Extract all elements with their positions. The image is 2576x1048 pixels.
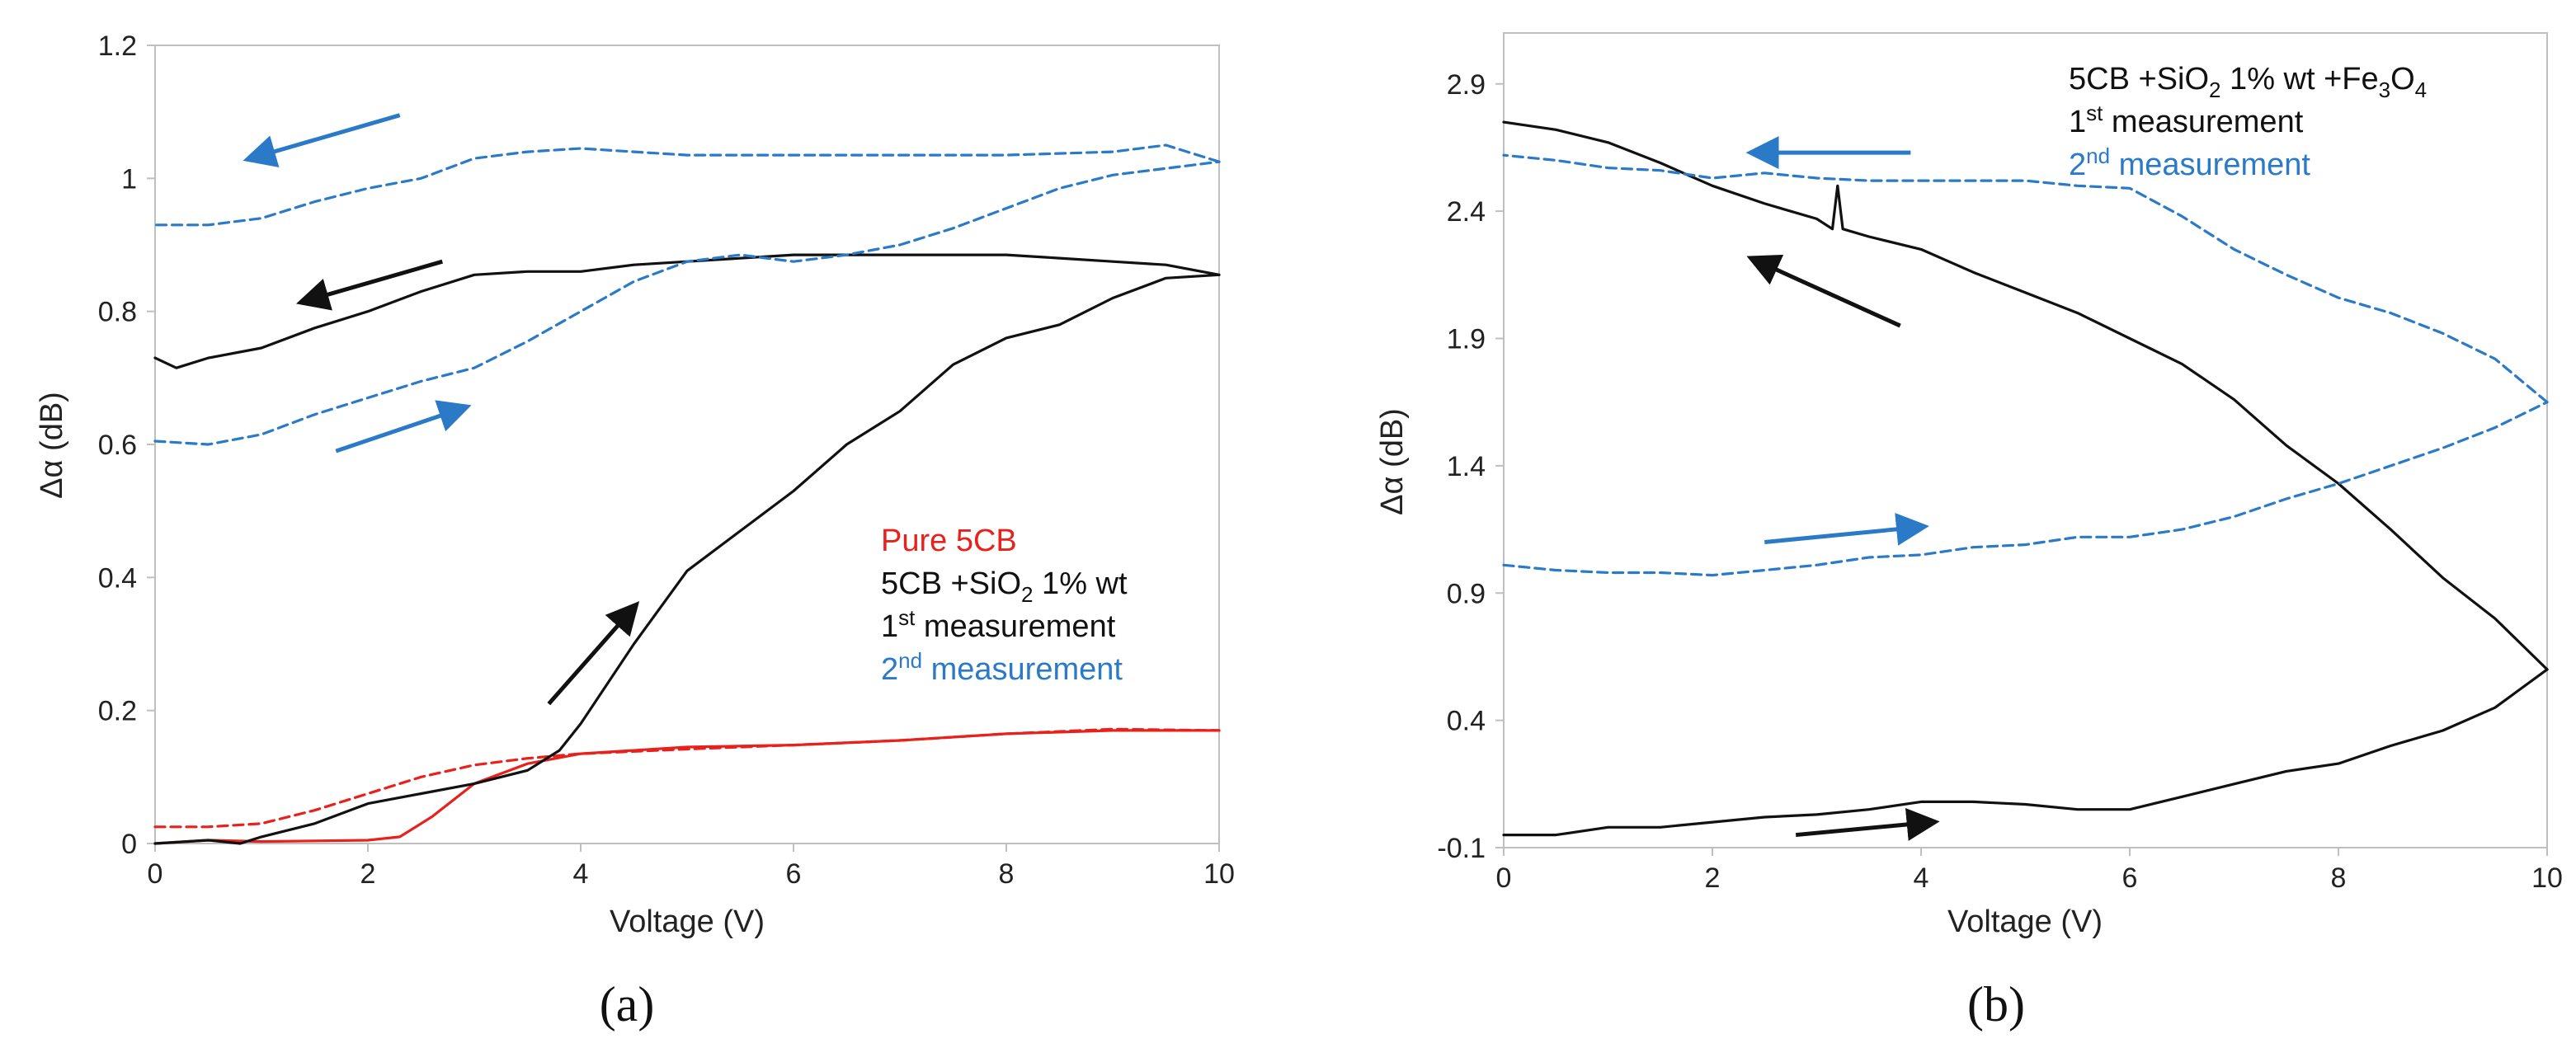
- panel-b-xtick-label: 4: [1914, 862, 1929, 894]
- panel-b-label: (b): [1967, 977, 2025, 1032]
- panel-a-xtick-label: 8: [999, 858, 1015, 890]
- panel-b-xtick-label: 8: [2331, 862, 2347, 894]
- panel-b: 0 2 4 6 8 10 -0.1 0.4 0.9 1.4 1.9 2.4 2.9 Voltage (V…: [1375, 32, 2563, 1032]
- panel-a-series-line-4: [153, 160, 1221, 446]
- panel-a-ytick-label: 0.2: [98, 696, 137, 727]
- panel-b-series-line-1: [1502, 120, 2549, 671]
- panel-a-ytick-label: 0.6: [98, 430, 137, 461]
- legend-b-composite: 5CB +SiO2 1% wt +Fe3O4: [2069, 62, 2427, 102]
- panel-a-plot-area: [154, 45, 1220, 844]
- panel-a-series-line-0: [153, 729, 1221, 845]
- panel-b-xtick-label: 10: [2531, 862, 2563, 894]
- legend-a-sio2: 5CB +SiO2 1% wt: [881, 566, 1128, 607]
- panel-a-ytick-label: 0.8: [98, 297, 137, 328]
- panel-a-label: (a): [600, 977, 655, 1032]
- panel-a-direction-arrow-1: [295, 259, 443, 311]
- panel-a-ytick-label: 1.2: [98, 31, 137, 62]
- panel-b-xlabel: Voltage (V): [1947, 905, 2103, 939]
- panel-b-ytick-label: 1.9: [1447, 324, 1486, 355]
- panel-a-series-line-1: [153, 727, 1221, 829]
- panel-a-xtick-label: 10: [1203, 858, 1235, 890]
- legend-b-second: 2nd measurement: [2069, 143, 2310, 182]
- panel-a-ytick-label: 0.4: [98, 562, 137, 594]
- panel-a-xtick-label: 4: [573, 858, 589, 890]
- legend-a-second: 2nd measurement: [881, 648, 1123, 687]
- panel-b-ytick-label: -0.1: [1437, 833, 1486, 864]
- panel-a-ylabel: Δα (dB): [35, 392, 69, 499]
- panel-a-xlabel: Voltage (V): [610, 905, 765, 939]
- panel-a-series-line-2: [153, 273, 1221, 845]
- panel-a: 0 2 4 6 8 10 0 0.2 0.4 0.6 0.8 1 1.2 Voltage (V) Δα …: [35, 31, 1235, 1032]
- panel-a-direction-arrow-0: [243, 113, 401, 167]
- panel-b-ytick-label: 0.4: [1447, 706, 1486, 737]
- panel-a-legend: Pure 5CB 5CB +SiO2 1% wt 1st measurement…: [881, 524, 1128, 687]
- panel-b-ytick-label: 2.9: [1447, 69, 1486, 101]
- panel-b-ylabel: Δα (dB): [1375, 408, 1410, 515]
- panel-b-xtick-label: 6: [2122, 862, 2138, 894]
- panel-b-direction-arrow-1: [1746, 254, 1901, 328]
- panel-a-series-line-5: [153, 143, 1221, 227]
- panel-b-direction-arrow-3: [1795, 808, 1940, 841]
- panel-b-ytick-label: 0.9: [1447, 578, 1486, 609]
- panel-a-direction-arrow-2: [335, 400, 472, 454]
- panel-b-ytick-label: 1.4: [1447, 451, 1486, 482]
- panel-b-ytick-label: 2.4: [1447, 196, 1486, 228]
- panel-a-xtick-label: 0: [148, 858, 163, 890]
- panel-b-series-line-3: [1502, 153, 2549, 404]
- panel-a-ytick-label: 1: [121, 163, 137, 195]
- legend-b-first: 1st measurement: [2069, 101, 2304, 139]
- panel-b-xtick-label: 2: [1705, 862, 1721, 894]
- panel-a-ytick-label: 0: [121, 829, 137, 860]
- panel-a-direction-arrow-3: [547, 601, 640, 706]
- panel-b-legend: 5CB +SiO2 1% wt +Fe3O4 1st measurement 2…: [2069, 62, 2427, 182]
- panel-b-direction-arrow-2: [1764, 512, 1929, 546]
- legend-a-pure5cb: Pure 5CB: [881, 524, 1017, 558]
- panel-a-series-line-3: [153, 253, 1221, 369]
- legend-a-first: 1st measurement: [881, 605, 1116, 644]
- panel-b-plot-area: [1503, 32, 2548, 848]
- panel-b-series-line-0: [1502, 668, 2549, 837]
- panel-b-series-line-2: [1502, 401, 2549, 577]
- panel-a-xtick-label: 2: [360, 858, 376, 890]
- panel-b-xtick-label: 0: [1496, 862, 1512, 894]
- panel-a-xtick-label: 6: [786, 858, 802, 890]
